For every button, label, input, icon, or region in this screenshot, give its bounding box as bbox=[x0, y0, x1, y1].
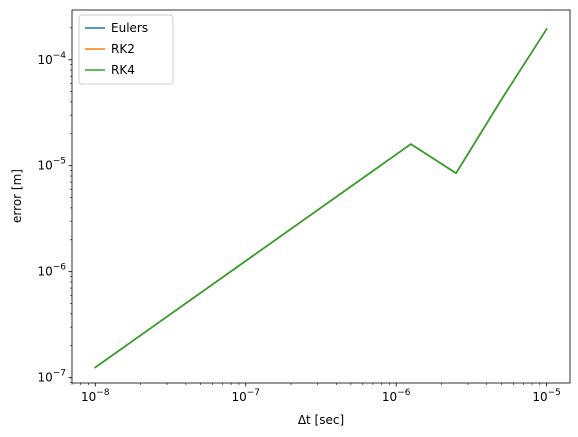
x-tick-label: 10−5 bbox=[532, 388, 561, 404]
x-tick-label-exponent: −7 bbox=[247, 388, 260, 398]
x-tick-label-base: 10 bbox=[532, 390, 547, 404]
plot-frame bbox=[71, 9, 571, 384]
y-tick-label: 10−6 bbox=[37, 263, 66, 279]
x-tick-label-base: 10 bbox=[382, 390, 397, 404]
y-tick-label-exponent: −6 bbox=[53, 263, 67, 273]
x-tick-label-base: 10 bbox=[231, 390, 246, 404]
x-axis-label: Δt [sec] bbox=[298, 413, 344, 427]
x-tick-label: 10−7 bbox=[231, 388, 260, 404]
legend-label-rk4: RK4 bbox=[111, 63, 135, 77]
x-axis-ticks: 10−8 10−7 10−6 10−5 bbox=[81, 383, 561, 404]
y-axis-label: error [m] bbox=[10, 169, 24, 223]
legend: Eulers RK2 RK4 bbox=[78, 14, 174, 85]
y-axis-ticks: 10−710−610−510−4 bbox=[37, 51, 72, 385]
y-tick-label-exponent: −4 bbox=[53, 51, 67, 61]
y-tick-label: 10−5 bbox=[37, 157, 66, 173]
series-line-rk4 bbox=[94, 27, 548, 369]
y-tick-label-exponent: −7 bbox=[53, 369, 66, 379]
x-tick-label-base: 10 bbox=[81, 390, 96, 404]
y-tick-label-exponent: −5 bbox=[53, 157, 66, 167]
x-tick-label-exponent: −8 bbox=[96, 388, 110, 398]
y-tick-label: 10−7 bbox=[37, 369, 66, 385]
y-tick-label: 10−4 bbox=[37, 51, 66, 67]
x-tick-label: 10−8 bbox=[81, 388, 110, 404]
legend-label-rk2: RK2 bbox=[111, 42, 135, 56]
y-tick-label-base: 10 bbox=[37, 265, 52, 279]
x-tick-label: 10−6 bbox=[382, 388, 411, 404]
legend-box bbox=[78, 14, 174, 85]
y-tick-label-base: 10 bbox=[37, 159, 52, 173]
legend-label-eulers: Eulers bbox=[111, 21, 148, 35]
series-layer bbox=[94, 27, 548, 369]
y-tick-label-base: 10 bbox=[37, 371, 52, 385]
x-tick-label-exponent: −5 bbox=[548, 388, 561, 398]
x-tick-label-exponent: −6 bbox=[397, 388, 411, 398]
y-tick-label-base: 10 bbox=[37, 53, 52, 67]
